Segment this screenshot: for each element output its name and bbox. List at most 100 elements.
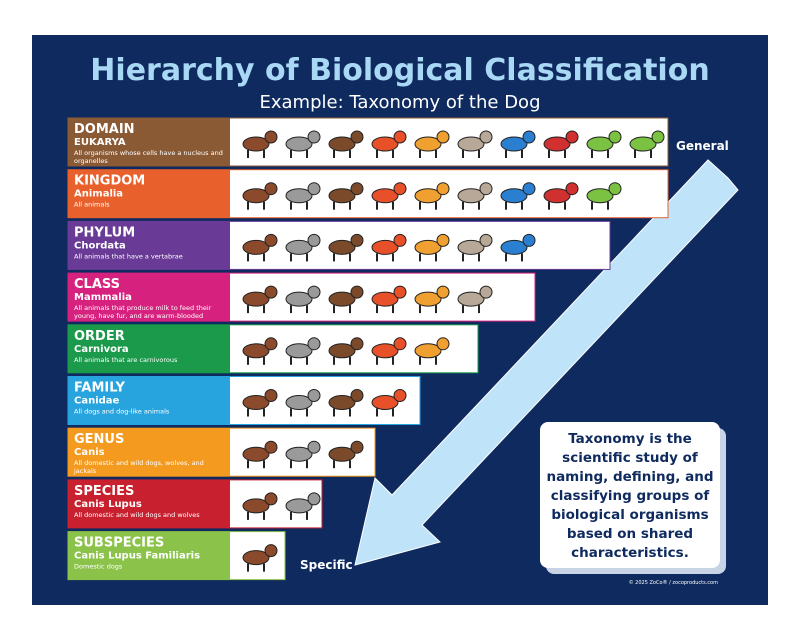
animal-body xyxy=(242,550,270,566)
info-line: characteristics. xyxy=(571,545,689,561)
animal-body xyxy=(328,136,356,152)
animal-body xyxy=(543,188,571,204)
animal-body xyxy=(242,291,270,307)
animal-head xyxy=(264,440,278,454)
animal-head xyxy=(264,130,278,144)
subtitle: Example: Taxonomy of the Dog xyxy=(260,92,541,113)
level-name: Carnivora xyxy=(74,344,129,355)
animal-head xyxy=(393,182,407,196)
animal-head xyxy=(436,182,450,196)
animal-head xyxy=(264,544,278,558)
animal-head xyxy=(436,337,450,351)
level-name: Mammalia xyxy=(74,292,132,303)
animal-body xyxy=(285,395,313,410)
animal-body xyxy=(414,239,442,255)
animal-body xyxy=(285,498,313,514)
animal-body xyxy=(242,446,270,462)
animal-head xyxy=(264,182,278,196)
animal-body xyxy=(500,188,528,204)
info-line: based on shared xyxy=(567,526,693,542)
animal-body xyxy=(586,136,614,152)
animal-body xyxy=(328,239,356,255)
animal-body xyxy=(371,395,399,410)
level-rank: KINGDOM xyxy=(74,174,145,189)
animal-head xyxy=(608,130,622,144)
animal-head xyxy=(522,182,536,196)
title: Hierarchy of Biological Classification xyxy=(90,53,709,88)
level-rank: DOMAIN xyxy=(74,122,135,137)
level-label-box xyxy=(68,376,230,425)
animal-head xyxy=(307,337,321,351)
copyright: © 2025 ZoCo® / zocoproducts.com xyxy=(629,579,719,586)
animal-head xyxy=(307,285,321,299)
animal-head xyxy=(651,130,665,144)
animal-head xyxy=(393,389,407,402)
animal-body xyxy=(457,239,485,255)
level-rank: FAMILY xyxy=(74,381,125,396)
animal-body xyxy=(457,291,485,307)
animal-body xyxy=(242,136,270,152)
level-rank: PHYLUM xyxy=(74,225,135,240)
info-text: Taxonomy is the scientific study of naming… xyxy=(546,431,713,561)
level-label-box xyxy=(68,531,230,580)
animal-body xyxy=(586,188,614,204)
level-description: All organisms whose cells have a nucleus… xyxy=(74,149,223,165)
level-description: All domestic and wild dogs, wolves, and j… xyxy=(73,459,204,475)
animal-head xyxy=(307,440,321,454)
animal-body xyxy=(414,343,442,359)
animal-head xyxy=(350,130,364,144)
level-description: All animals that are carnivorous xyxy=(74,356,178,364)
level-label-box xyxy=(68,324,230,373)
animal-body xyxy=(414,291,442,307)
level-rank: CLASS xyxy=(74,277,120,292)
animal-head xyxy=(350,337,364,351)
level-label-box xyxy=(68,273,230,322)
animal-body xyxy=(371,291,399,307)
animal-head xyxy=(264,389,278,402)
animal-body xyxy=(328,188,356,204)
level-label-box xyxy=(68,428,230,477)
info-line: biological organisms xyxy=(551,507,708,523)
animal-head xyxy=(479,182,493,196)
arrow-start-label: General xyxy=(676,139,729,153)
animal-head xyxy=(307,389,321,402)
animal-body xyxy=(242,395,270,410)
animal-head xyxy=(350,285,364,299)
animal-body xyxy=(414,188,442,204)
animal-head xyxy=(264,285,278,299)
animal-body xyxy=(543,136,571,152)
level-rank: GENUS xyxy=(74,432,124,447)
animal-body xyxy=(500,136,528,152)
animal-head xyxy=(393,285,407,299)
animal-body xyxy=(242,239,270,255)
animal-head xyxy=(350,440,364,454)
animal-head xyxy=(479,130,493,144)
animal-head xyxy=(436,233,450,247)
animal-body xyxy=(414,136,442,152)
animal-head xyxy=(522,233,536,247)
level-name: Canis xyxy=(74,447,105,458)
animal-head xyxy=(393,130,407,144)
animal-head xyxy=(436,285,450,299)
animal-body xyxy=(371,188,399,204)
level-name: Animalia xyxy=(74,189,123,200)
level-name: Canis Lupus xyxy=(74,499,142,510)
level-label-box xyxy=(68,479,230,528)
animal-head xyxy=(479,285,493,299)
level-rank: SUBSPECIES xyxy=(74,536,164,551)
arrow xyxy=(354,159,739,566)
level-description: All animals xyxy=(74,201,110,209)
level-name: Chordata xyxy=(74,240,126,251)
info-line: naming, defining, and xyxy=(546,469,713,485)
animal-head xyxy=(350,182,364,196)
level-name: Canidae xyxy=(74,396,120,407)
animal-body xyxy=(242,188,270,204)
animal-head xyxy=(393,337,407,351)
animal-head xyxy=(307,492,321,506)
animal-head xyxy=(565,130,579,144)
animal-body xyxy=(457,188,485,204)
animal-body xyxy=(285,188,313,204)
animal-head xyxy=(264,492,278,506)
